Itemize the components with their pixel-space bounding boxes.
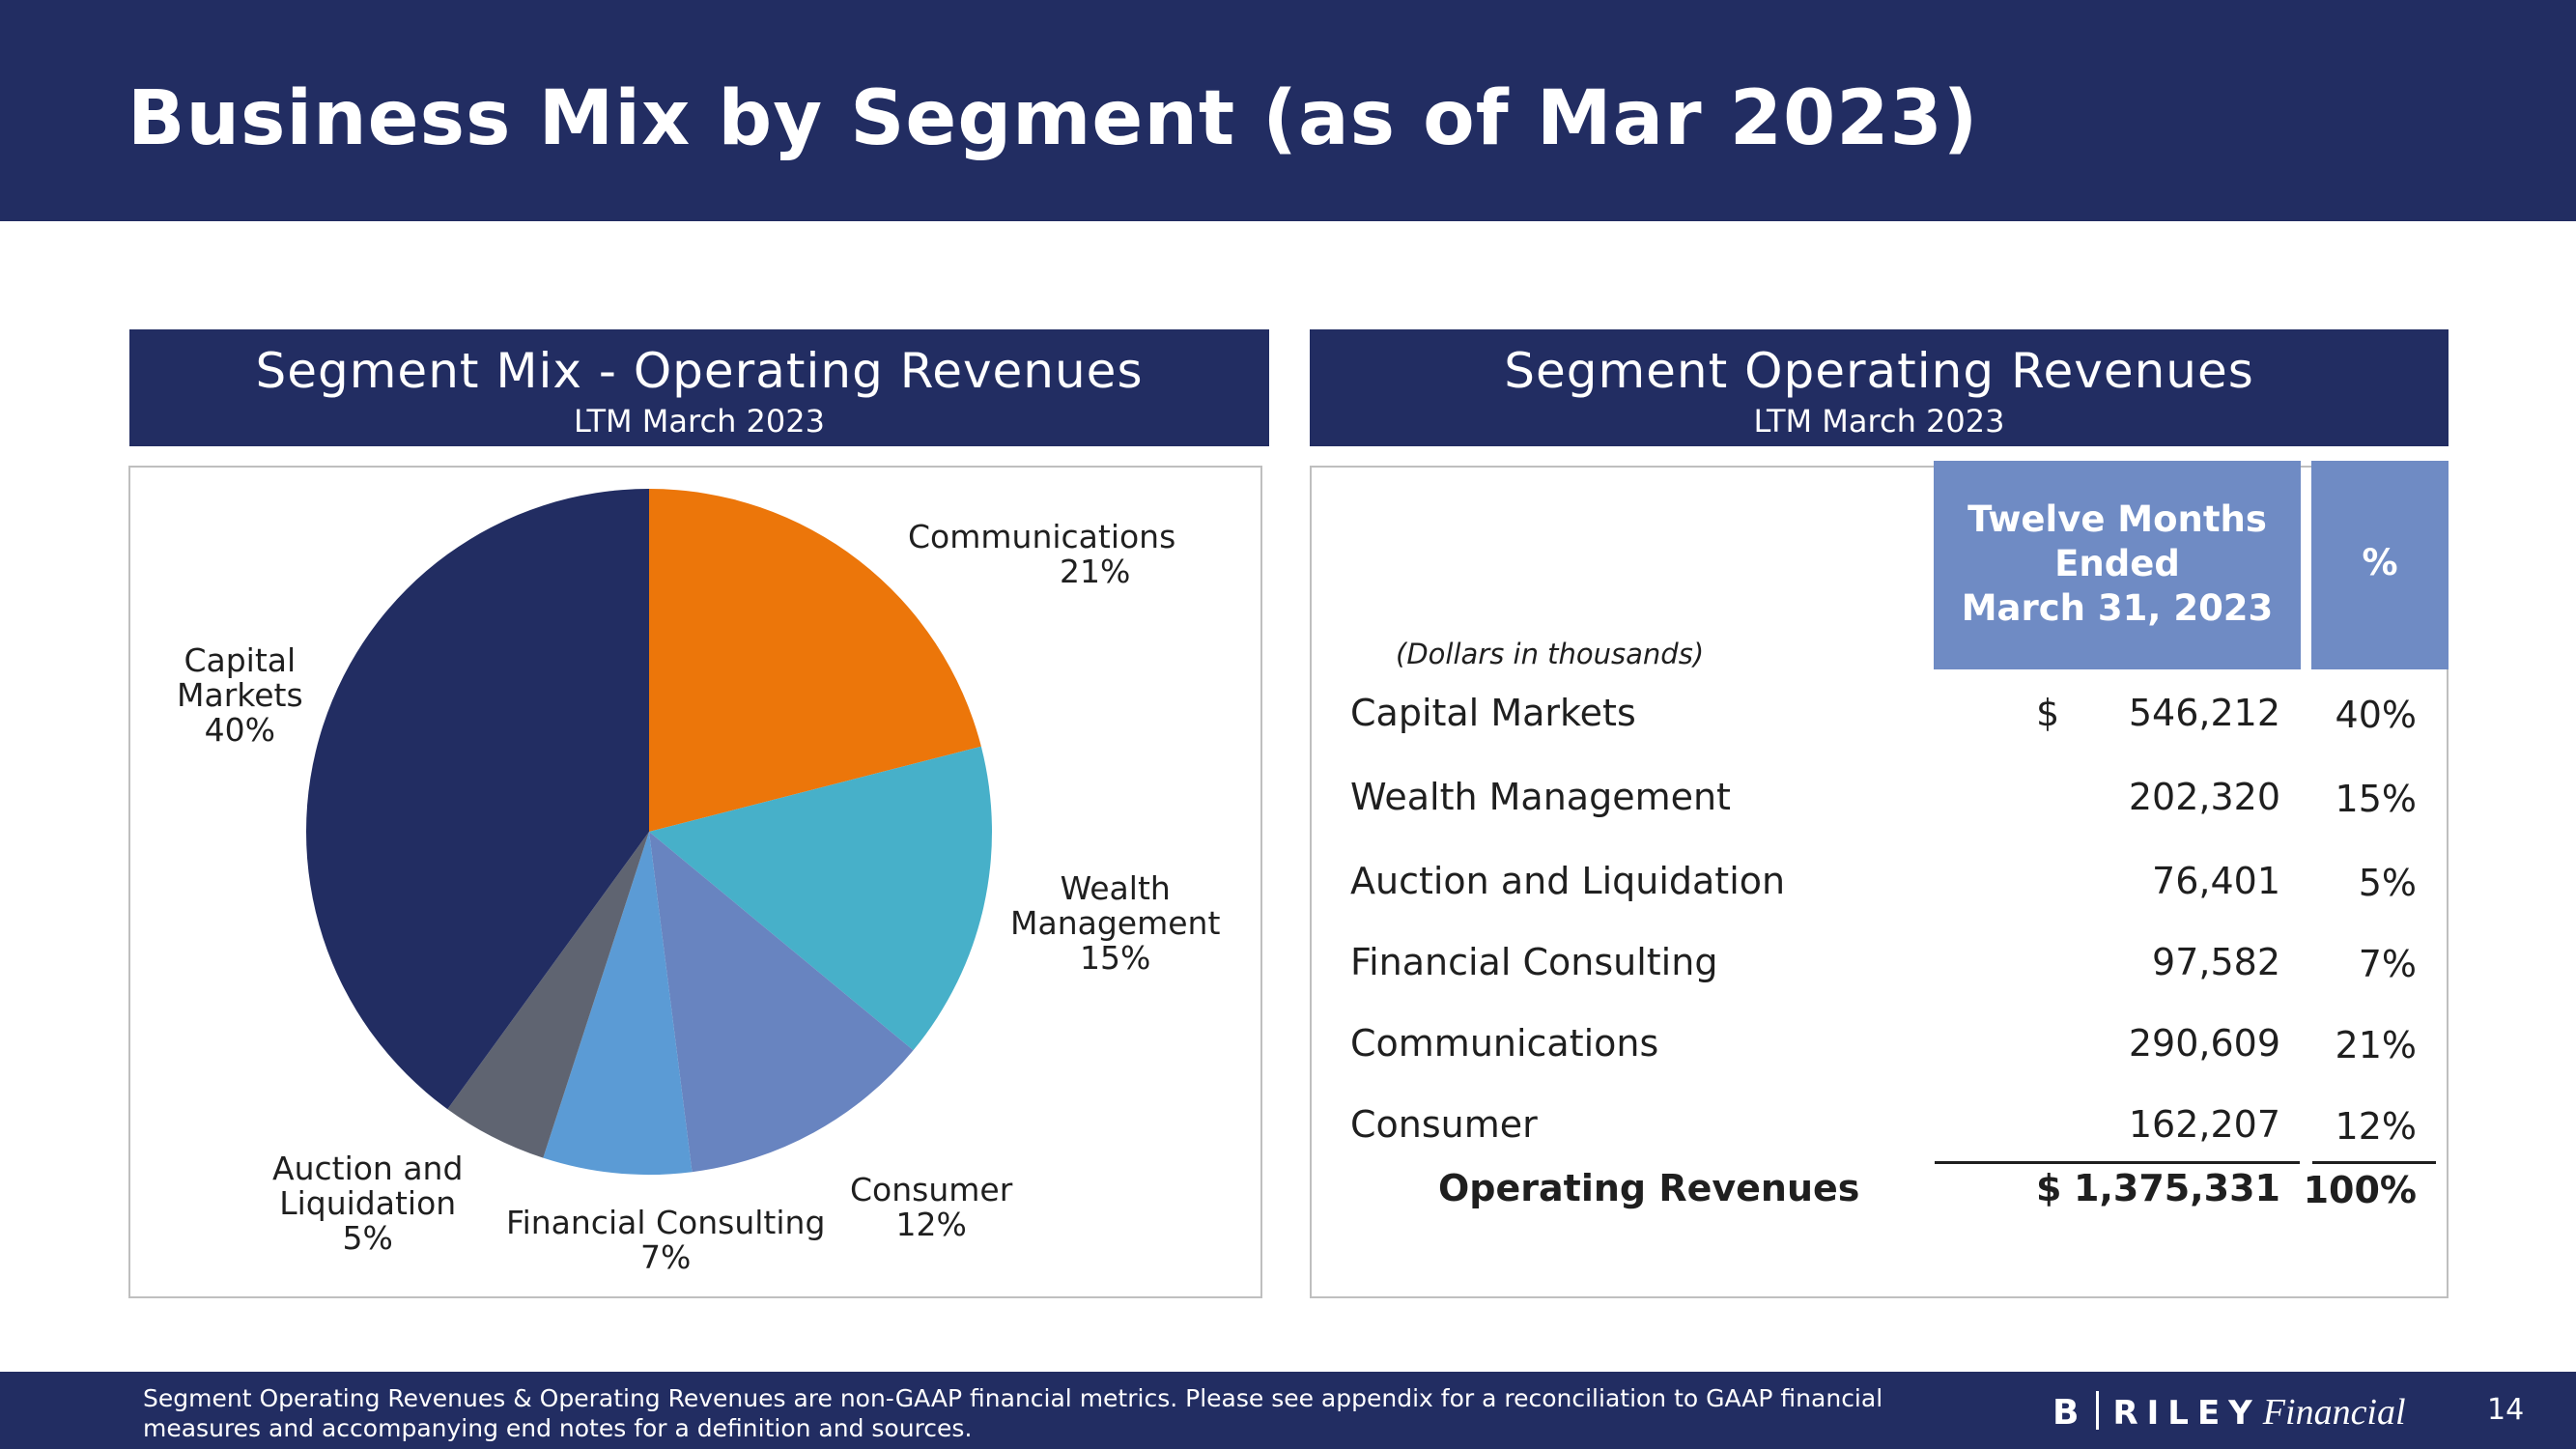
pie-slice-wealth-management <box>649 746 992 1051</box>
row-value-consumer: 162,207 <box>2128 1103 2280 1146</box>
pie-label-auction: Auction and Liquidation 5% <box>272 1151 463 1256</box>
pie-label-capital-name-1: Capital <box>184 641 297 679</box>
pie-label-financial: Financial Consulting 7% <box>506 1206 825 1275</box>
row-name-wealth-management: Wealth Management <box>1350 776 1731 818</box>
pct-column-header: % <box>2311 461 2449 669</box>
segment-revenues-title: Segment Operating Revenues <box>1504 343 2254 399</box>
total-currency: $ <box>2036 1167 2062 1209</box>
logo-riley: RILEY <box>2112 1394 2261 1433</box>
row-pct-financial-consulting: 7% <box>2358 943 2417 985</box>
pie-slice-communications <box>649 489 981 832</box>
footer-bar: Segment Operating Revenues & Operating R… <box>0 1372 2576 1449</box>
row-value-auction-liquidation: 76,401 <box>2152 860 2280 902</box>
pie-label-communications-pct: 21% <box>1059 553 1131 590</box>
total-rule-value <box>1935 1161 2300 1164</box>
period-header-line-3: March 31, 2023 <box>1961 587 2274 629</box>
period-header-line-1: Twelve Months <box>1967 498 2267 540</box>
pie-label-wealth: Wealth Management 15% <box>1010 871 1220 976</box>
row-name-financial-consulting: Financial Consulting <box>1350 941 1718 983</box>
row-name-communications: Communications <box>1350 1022 1659 1065</box>
logo-financial: Financial <box>2262 1392 2406 1433</box>
row-value-capital-markets: 546,212 <box>2128 692 2280 734</box>
pie-label-financial-pct: 7% <box>640 1238 692 1276</box>
units-note: (Dollars in thousands) <box>1396 638 1705 670</box>
pie-label-financial-name: Financial Consulting <box>506 1204 826 1241</box>
segment-mix-header: Segment Mix - Operating Revenues LTM Mar… <box>129 329 1269 446</box>
pie-slice-auction-and-liquidation <box>447 832 649 1158</box>
total-pct: 100% <box>2303 1169 2417 1211</box>
pie-label-auction-pct: 5% <box>342 1219 393 1257</box>
total-name: Operating Revenues <box>1438 1167 1860 1209</box>
segment-mix-subtitle: LTM March 2023 <box>574 403 825 440</box>
pie-label-capital-pct: 40% <box>204 711 275 749</box>
company-logo: B RILEYFinancial <box>2052 1391 2406 1434</box>
segment-revenues-subtitle: LTM March 2023 <box>1753 403 2005 440</box>
row-pct-capital-markets: 40% <box>2335 694 2417 736</box>
pie-slice-financial-consulting <box>543 832 693 1175</box>
pie-label-auction-name-1: Auction and <box>272 1150 464 1187</box>
segment-mix-title: Segment Mix - Operating Revenues <box>255 343 1144 399</box>
pie-label-communications: Communications 21% <box>908 520 1175 589</box>
row-currency-capital-markets: $ <box>2036 692 2060 734</box>
row-name-capital-markets: Capital Markets <box>1350 692 1636 734</box>
row-pct-consumer: 12% <box>2335 1105 2417 1148</box>
row-value-communications: 290,609 <box>2128 1022 2280 1065</box>
pie-label-capital-name-2: Markets <box>177 676 303 714</box>
pie-slice-consumer <box>649 832 914 1173</box>
period-header-line-2: Ended <box>2054 543 2180 584</box>
row-value-wealth-management: 202,320 <box>2128 776 2280 818</box>
logo-b: B <box>2052 1393 2083 1433</box>
pie-label-auction-name-2: Liquidation <box>279 1184 457 1222</box>
row-name-consumer: Consumer <box>1350 1103 1538 1146</box>
page-title: Business Mix by Segment (as of Mar 2023) <box>127 75 1979 162</box>
row-value-financial-consulting: 97,582 <box>2152 941 2280 983</box>
pie-label-capital: Capital Markets 40% <box>177 643 303 748</box>
row-pct-communications: 21% <box>2335 1024 2417 1066</box>
row-pct-auction-liquidation: 5% <box>2358 862 2417 904</box>
total-rule-pct <box>2312 1161 2436 1164</box>
segment-revenues-header: Segment Operating Revenues LTM March 202… <box>1310 329 2449 446</box>
page-number: 14 <box>2487 1393 2525 1427</box>
row-pct-wealth-management: 15% <box>2335 778 2417 820</box>
pie-label-consumer-pct: 12% <box>895 1206 967 1243</box>
title-bar: Business Mix by Segment (as of Mar 2023) <box>0 0 2576 221</box>
pie-slice-capital-markets <box>306 489 649 1110</box>
pie-label-consumer-name: Consumer <box>850 1171 1013 1208</box>
pie-label-consumer: Consumer 12% <box>850 1173 1012 1242</box>
row-name-auction-liquidation: Auction and Liquidation <box>1350 860 1786 902</box>
pie-label-wealth-name-1: Wealth <box>1060 869 1171 907</box>
logo-divider <box>2096 1391 2100 1430</box>
period-column-header: Twelve Months Ended March 31, 2023 <box>1934 461 2301 669</box>
pie-label-communications-name: Communications <box>908 518 1176 555</box>
pct-header-label: % <box>2362 542 2398 583</box>
footer-note: Segment Operating Revenues & Operating R… <box>143 1384 1883 1442</box>
pie-label-wealth-pct: 15% <box>1080 939 1151 977</box>
total-value: 1,375,331 <box>2074 1167 2280 1209</box>
pie-label-wealth-name-2: Management <box>1010 904 1221 942</box>
